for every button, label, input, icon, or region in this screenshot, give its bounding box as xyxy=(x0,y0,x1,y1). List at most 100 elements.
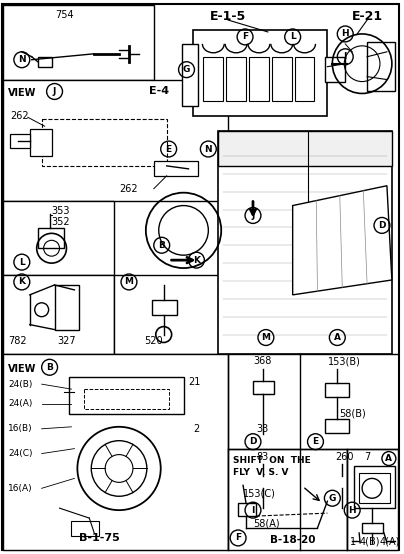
Text: N: N xyxy=(204,145,212,153)
Text: B-18-20: B-18-20 xyxy=(270,535,316,545)
Text: 353: 353 xyxy=(52,206,70,216)
Text: 262: 262 xyxy=(119,184,138,194)
Text: A: A xyxy=(334,333,341,342)
Text: 782: 782 xyxy=(8,336,27,346)
Bar xyxy=(228,449,347,550)
Bar xyxy=(38,57,52,66)
Bar xyxy=(3,5,154,80)
Bar xyxy=(69,377,183,414)
Text: F: F xyxy=(242,33,248,42)
Text: 83: 83 xyxy=(257,452,269,461)
Text: B: B xyxy=(46,363,53,372)
Bar xyxy=(347,449,398,550)
Text: 24(B): 24(B) xyxy=(8,379,32,389)
Text: 21: 21 xyxy=(189,377,201,387)
Bar xyxy=(238,503,256,516)
Bar xyxy=(325,383,349,397)
Text: K: K xyxy=(193,255,200,265)
Text: A: A xyxy=(385,454,392,463)
Polygon shape xyxy=(292,186,392,295)
Bar xyxy=(194,30,327,116)
Bar xyxy=(3,355,228,550)
Text: 16(B): 16(B) xyxy=(8,424,33,433)
Text: J: J xyxy=(251,211,255,220)
Text: F: F xyxy=(235,534,241,542)
Text: 58(A): 58(A) xyxy=(253,518,280,528)
Text: 58(B): 58(B) xyxy=(339,409,366,419)
Bar xyxy=(325,419,349,433)
Text: 2: 2 xyxy=(194,424,200,434)
Bar xyxy=(226,57,246,101)
Text: H: H xyxy=(341,29,349,38)
Text: G: G xyxy=(183,65,190,74)
Bar xyxy=(295,57,314,101)
Text: 368: 368 xyxy=(254,356,272,366)
Bar xyxy=(272,57,292,101)
Text: 24(A): 24(A) xyxy=(8,399,32,408)
Bar xyxy=(218,131,392,166)
Text: L: L xyxy=(290,33,296,42)
Text: B-1-75: B-1-75 xyxy=(79,533,120,543)
Text: K: K xyxy=(18,278,25,286)
Text: 33: 33 xyxy=(257,424,269,434)
Text: 520: 520 xyxy=(144,336,162,346)
Text: D: D xyxy=(249,437,257,446)
Text: SHIFT  ON  THE: SHIFT ON THE xyxy=(233,456,311,465)
Text: 7: 7 xyxy=(364,452,370,461)
Text: 153(B): 153(B) xyxy=(328,356,361,366)
Bar xyxy=(325,57,345,81)
Bar xyxy=(367,42,395,91)
Text: 24(C): 24(C) xyxy=(8,449,32,458)
Text: L: L xyxy=(19,258,25,266)
Bar xyxy=(42,119,167,166)
Text: 16(A): 16(A) xyxy=(8,484,33,493)
Text: 260: 260 xyxy=(335,452,354,461)
Text: 4(A): 4(A) xyxy=(380,537,400,547)
Bar xyxy=(218,131,392,355)
Bar xyxy=(181,44,198,106)
Bar xyxy=(354,466,395,508)
Bar xyxy=(253,381,274,394)
Bar xyxy=(203,57,223,101)
Text: G: G xyxy=(329,494,336,502)
Bar xyxy=(72,521,99,536)
Text: I: I xyxy=(343,52,347,61)
Bar xyxy=(152,300,177,315)
Bar xyxy=(3,275,114,355)
Text: 754: 754 xyxy=(55,10,74,20)
Bar xyxy=(154,161,198,176)
Text: 352: 352 xyxy=(52,217,70,228)
Bar xyxy=(3,201,114,275)
Bar xyxy=(249,57,269,101)
Text: FLY  V. S. V: FLY V. S. V xyxy=(233,468,288,477)
Bar xyxy=(3,80,228,201)
Text: VIEW: VIEW xyxy=(8,365,36,375)
Text: VIEW: VIEW xyxy=(8,89,36,99)
Text: M: M xyxy=(124,278,133,286)
Text: H: H xyxy=(348,506,356,515)
Text: J: J xyxy=(53,87,56,96)
Text: E: E xyxy=(312,437,318,446)
Text: B: B xyxy=(158,241,165,250)
Bar xyxy=(38,228,65,248)
Bar xyxy=(84,389,168,409)
Text: E: E xyxy=(166,145,172,153)
Bar xyxy=(253,476,274,488)
Bar xyxy=(114,275,228,355)
Text: 4(B): 4(B) xyxy=(359,537,380,547)
Bar xyxy=(30,129,52,156)
Text: 1: 1 xyxy=(350,537,356,547)
Bar xyxy=(10,134,30,148)
Text: M: M xyxy=(261,333,270,342)
Text: E-21: E-21 xyxy=(351,9,383,23)
Text: I: I xyxy=(251,506,255,515)
Text: D: D xyxy=(378,221,386,230)
Text: E-1-5: E-1-5 xyxy=(210,9,246,23)
Bar xyxy=(362,523,383,533)
Text: 153(C): 153(C) xyxy=(243,488,276,498)
Text: N: N xyxy=(18,55,25,64)
Bar xyxy=(332,476,354,488)
Text: E-4: E-4 xyxy=(149,86,169,96)
Text: 262: 262 xyxy=(10,111,29,121)
Bar xyxy=(55,285,79,330)
